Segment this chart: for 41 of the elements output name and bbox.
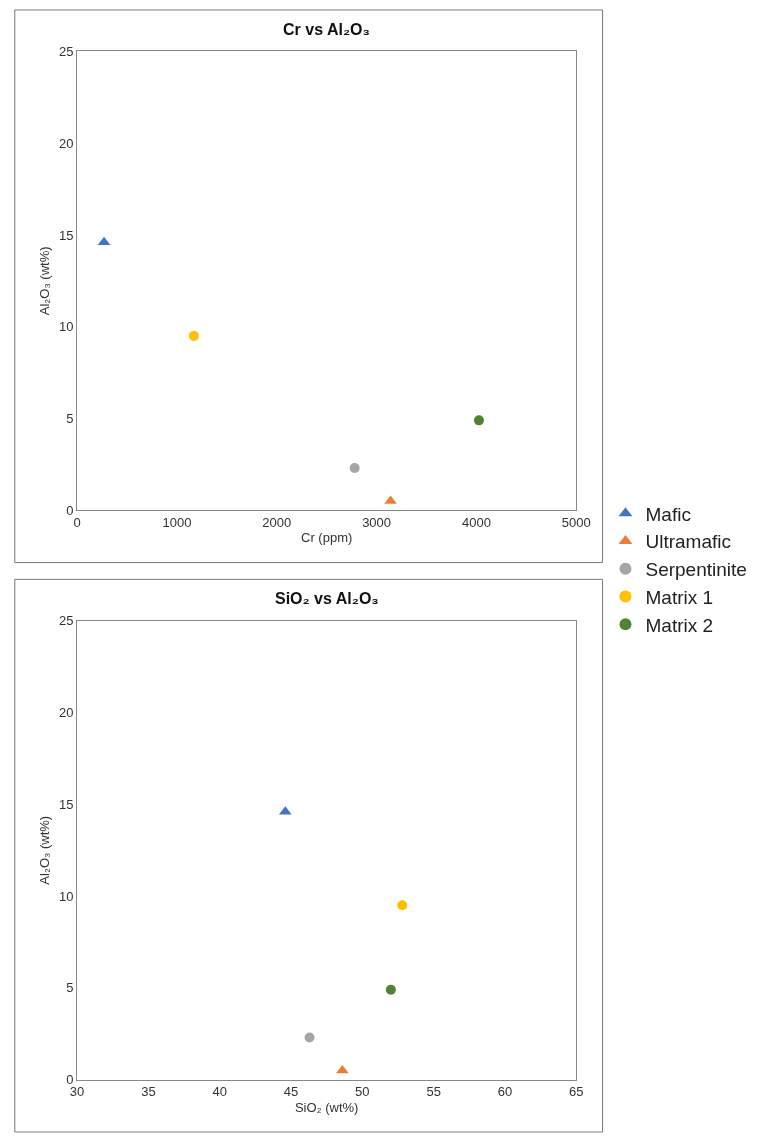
point [473,415,484,426]
x-tick-label: 65 [569,1084,584,1100]
y-tick-label: 25 [59,43,74,59]
point [349,463,360,474]
y-tick-label: 10 [59,319,74,335]
x-tick-label: 60 [497,1084,513,1100]
x-tick-label: 35 [141,1084,156,1100]
legend-label: Serpentinite [645,559,747,581]
x-tick-label: 5000 [561,514,591,530]
x-tick-label: 40 [212,1084,227,1100]
y-tick-label: 5 [66,411,74,427]
x-axis-title: SiO₂ (wt%) [294,1099,359,1115]
chart-title: Cr vs Al₂O₃ [283,21,370,38]
point [304,1032,315,1043]
x-tick-label: 45 [283,1084,299,1100]
x-tick-label: 55 [426,1084,441,1100]
y-tick-label: 0 [66,502,74,518]
point [97,236,111,246]
x-tick-label: 50 [355,1084,370,1100]
legend-label: Ultramafic [645,531,731,553]
point [385,984,396,995]
x-tick-label: 2000 [262,514,292,530]
x-axis-title: Cr (ppm) [301,530,353,546]
y-tick-label: 10 [59,888,74,904]
y-axis-title: Al₂O₃ (wt%) [36,246,52,316]
y-tick-label: 15 [59,227,74,243]
y-tick-label: 5 [66,980,74,996]
x-tick-label: 4000 [461,514,491,530]
legend-label: Matrix 1 [645,586,714,608]
y-tick-label: 25 [59,613,74,629]
y-axis-title: Al₂O₃ (wt%) [36,815,52,885]
legend-label: Matrix 2 [645,614,714,636]
y-tick-label: 15 [59,796,74,812]
y-tick-label: 20 [59,135,74,151]
point [397,900,408,911]
point [188,330,199,341]
legend-label: Mafic [645,503,691,525]
chart-title: SiO₂ vs Al₂O₃ [275,590,379,607]
y-tick-label: 20 [59,705,74,721]
x-tick-label: 3000 [362,514,392,530]
x-tick-label: 1000 [162,514,192,530]
